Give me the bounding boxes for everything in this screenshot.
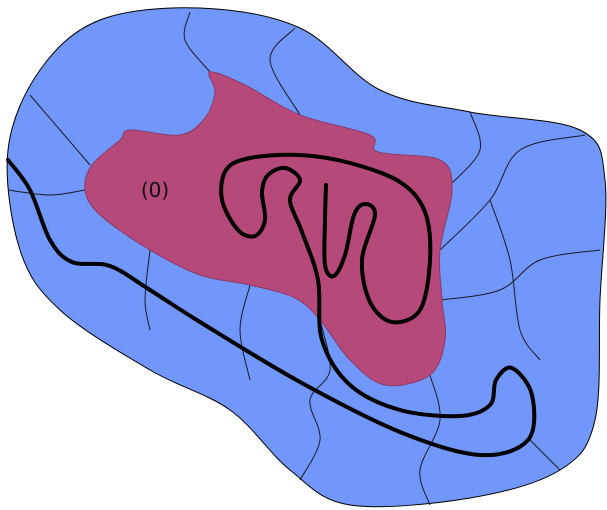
boundary <box>529 439 561 471</box>
boundary <box>144 249 151 331</box>
boundary <box>439 249 601 301</box>
boundary <box>439 134 586 251</box>
boundary <box>489 199 541 361</box>
boundary <box>29 94 91 166</box>
region-label: (0) <box>141 178 169 202</box>
curve <box>6 152 537 458</box>
boundary <box>419 374 441 506</box>
boundary <box>7 189 86 196</box>
boundary <box>269 27 301 116</box>
boundary <box>239 284 251 381</box>
boundary <box>183 11 211 73</box>
boundary <box>449 111 482 186</box>
